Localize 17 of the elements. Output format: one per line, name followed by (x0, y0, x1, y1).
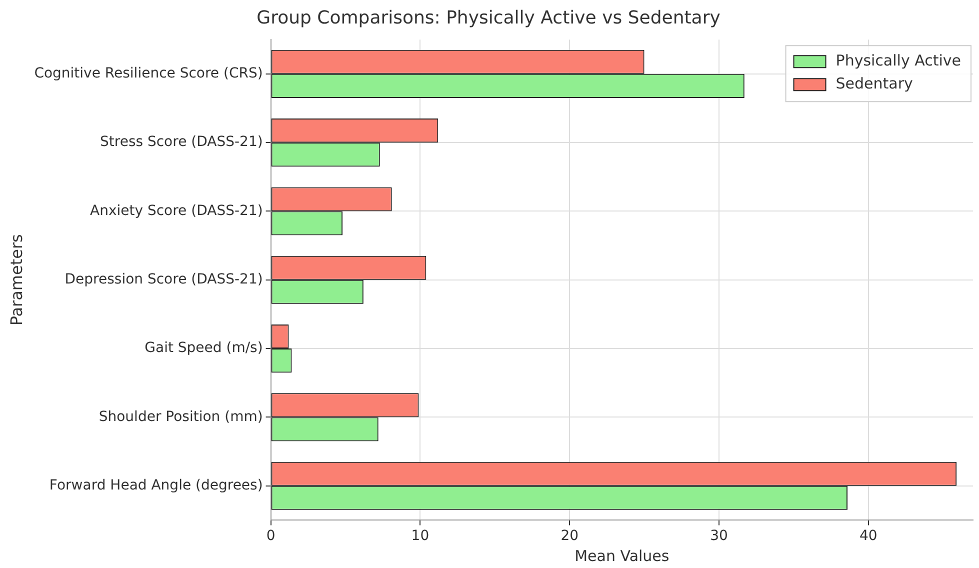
y-axis-title: Parameters (6, 234, 26, 326)
x-tick-label: 30 (710, 528, 728, 544)
chart-title: Group Comparisons: Physically Active vs Sedentary (256, 7, 721, 28)
y-tick-label: Shoulder Position (mm) (98, 408, 263, 425)
x-tick-label: 40 (860, 528, 878, 544)
y-tick-label: Depression Score (DASS-21) (64, 272, 263, 288)
x-tick-label: 20 (560, 528, 579, 544)
y-tick-label: Anxiety Score (DASS-21) (90, 202, 263, 219)
legend-label: Sedentary (836, 74, 914, 92)
y-tick-label: Gait Speed (m/s) (144, 340, 263, 356)
y-tick-label: Stress Score (DASS-21) (100, 134, 263, 150)
x-axis-title: Mean Values (574, 546, 670, 565)
x-tick-label: 0 (266, 528, 276, 544)
y-tick-label: Forward Head Angle (degrees) (49, 478, 263, 494)
x-tick-label: 10 (411, 528, 430, 544)
legend-label: Physically Active (836, 51, 962, 70)
y-tick-label: Cognitive Resilience Score (CRS) (34, 66, 263, 82)
